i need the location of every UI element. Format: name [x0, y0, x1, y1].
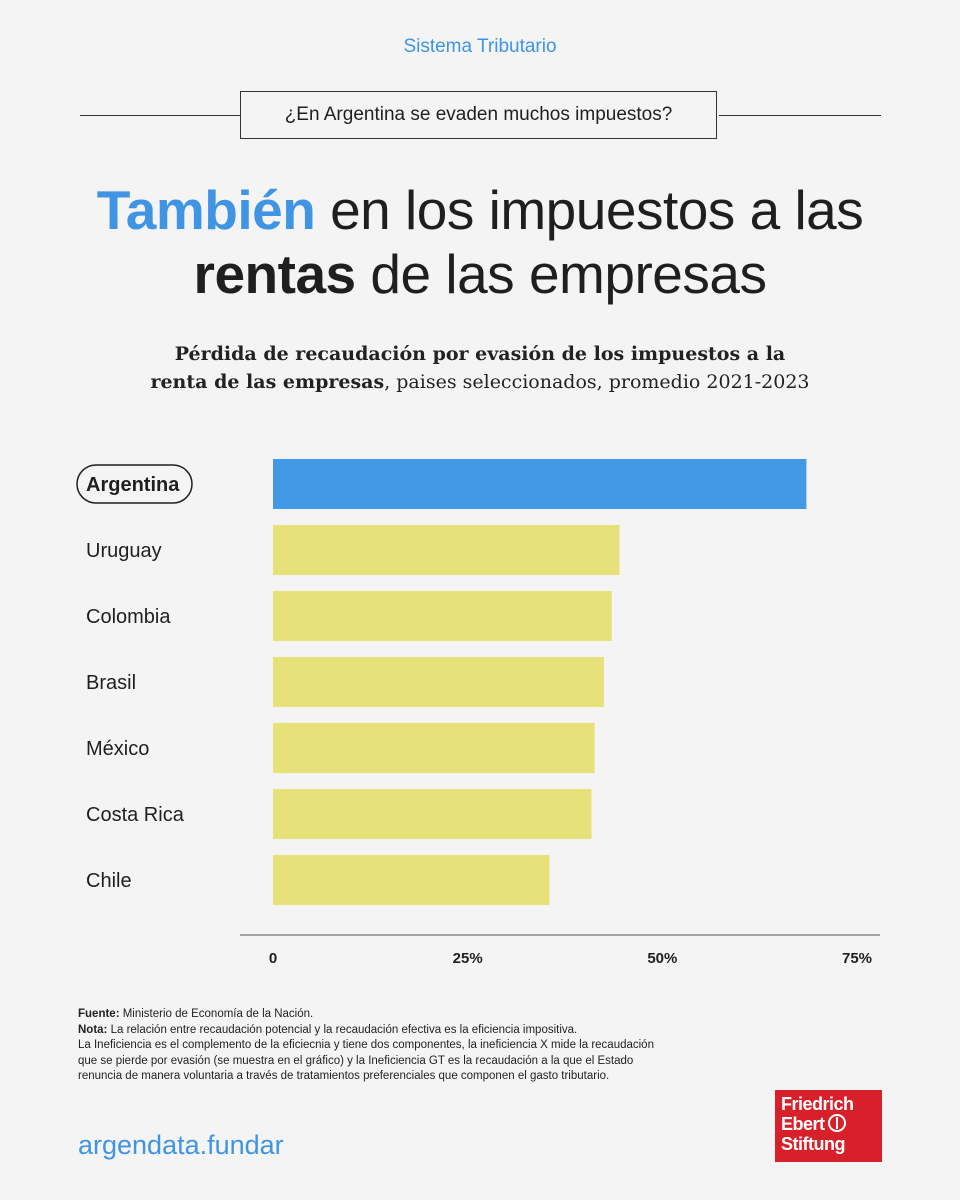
note-line-3: que se pierde por evasión (se muestra en… [78, 1054, 634, 1067]
bar-uruguay [273, 525, 620, 575]
bar-argentina [273, 459, 807, 509]
category-label-brasil: Brasil [86, 672, 136, 694]
bar-brasil [273, 657, 604, 707]
section-title: Sistema Tributario [403, 36, 557, 57]
note-line-1: La relación entre recaudación potencial … [107, 1023, 578, 1036]
divider-left [80, 115, 240, 116]
subtitle-rest: , paises seleccionados, promedio 2021-20… [384, 371, 810, 393]
source-text: Ministerio de Economía de la Nación. [119, 1008, 314, 1020]
source-label: Fuente: [78, 1008, 120, 1020]
chart-subtitle: Pérdida de recaudación por evasión de lo… [0, 340, 960, 396]
note-line-4: renuncia de manera voluntaria a través d… [78, 1070, 610, 1082]
question-box: ¿En Argentina se evaden muchos impuestos… [240, 91, 717, 139]
x-tick-label: 75% [842, 950, 872, 967]
note-line-2: La Ineficiencia es el complemento de la … [78, 1039, 654, 1051]
headline-highlight: También [96, 179, 316, 241]
subtitle-bold-2: renta de las empresas [150, 371, 385, 393]
bar-mexico [273, 723, 595, 773]
logo-line-1: Friedrich [781, 1094, 854, 1114]
logo-line-3: Stiftung [781, 1134, 845, 1154]
category-label-mexico: México [86, 738, 149, 760]
category-label-colombia: Colombia [86, 606, 171, 628]
headline-text-2: de las empresas [355, 243, 767, 305]
subtitle-bold-1: Pérdida de recaudación por evasión de lo… [174, 343, 786, 365]
bar-costa-rica [273, 789, 592, 839]
fes-logo: Friedrich Ebert Stiftung [775, 1090, 882, 1162]
category-label-chile: Chile [86, 870, 132, 892]
headline-bold: rentas [193, 243, 357, 305]
headline: También en los impuestos a las rentas de… [0, 178, 960, 306]
bar-chart: Argentina Uruguay Colombia Brasil México Cost… [76, 459, 880, 967]
category-label-uruguay: Uruguay [86, 540, 162, 562]
highlight-pill [76, 464, 193, 504]
x-tick-label: 0 [269, 950, 277, 967]
logo-line-2: Ebert [781, 1114, 825, 1134]
category-label-argentina: Argentina [86, 474, 180, 496]
category-label-costa-rica: Costa Rica [86, 804, 185, 826]
globe-icon [827, 1114, 846, 1132]
headline-text-1: en los impuestos a las [315, 179, 864, 241]
footnotes: Fuente: Ministerio de Economía de la Nac… [78, 1007, 738, 1085]
bar-colombia [273, 591, 612, 641]
x-tick-label: 50% [647, 950, 677, 967]
divider-right [719, 115, 881, 116]
bar-chile [273, 855, 550, 905]
site-link[interactable]: argendata.fundar [78, 1130, 284, 1160]
note-label: Nota: [78, 1023, 108, 1036]
x-tick-label: 25% [453, 950, 483, 967]
